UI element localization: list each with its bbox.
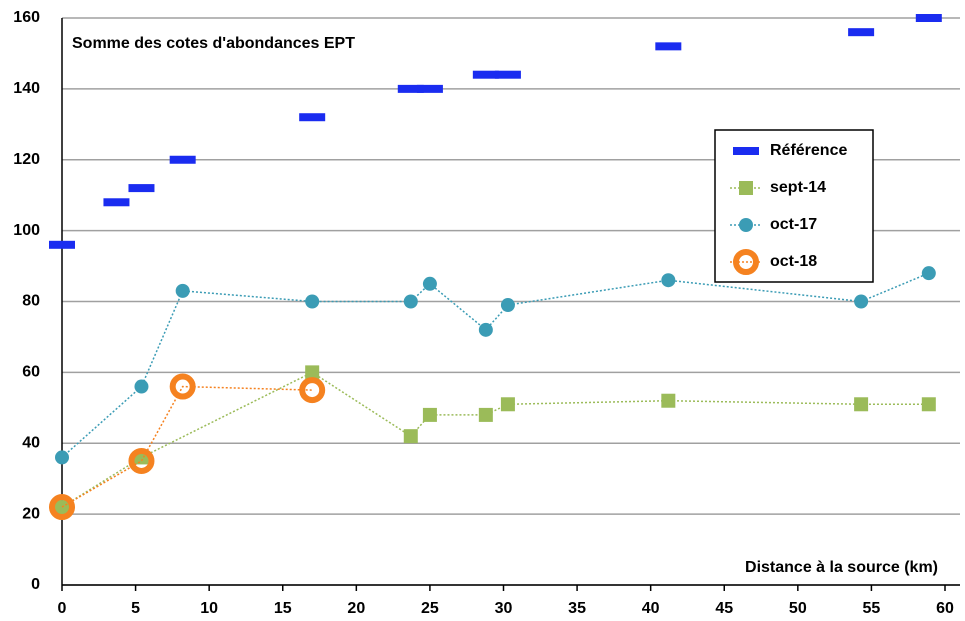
square-marker bbox=[921, 397, 936, 412]
dash-marker bbox=[494, 70, 521, 79]
y-tick-label: 40 bbox=[22, 434, 40, 451]
circle-marker bbox=[854, 294, 869, 309]
legend: Référence sept-14 oct-17 oct-18 bbox=[714, 129, 874, 283]
x-tick-label: 0 bbox=[58, 600, 67, 617]
x-axis-label: Distance à la source (km) bbox=[745, 559, 938, 576]
legend-label: oct-17 bbox=[770, 216, 817, 233]
circle-marker bbox=[134, 379, 149, 394]
legend-marker bbox=[733, 249, 759, 275]
square-marker bbox=[854, 397, 869, 412]
y-tick-label: 120 bbox=[13, 151, 40, 168]
y-tick-label: 140 bbox=[13, 80, 40, 97]
y-tick-label: 80 bbox=[22, 293, 40, 310]
circle-marker bbox=[921, 266, 936, 281]
x-tick-label: 50 bbox=[789, 600, 807, 617]
square-marker bbox=[305, 365, 320, 380]
x-tick-label: 15 bbox=[274, 600, 292, 617]
ring-marker bbox=[49, 494, 75, 521]
circle-marker bbox=[478, 322, 493, 337]
square-marker bbox=[403, 429, 418, 444]
y-tick-label: 60 bbox=[22, 364, 40, 381]
dash-marker bbox=[397, 84, 424, 93]
circle-marker bbox=[500, 298, 515, 313]
legend-label: sept-14 bbox=[770, 179, 826, 196]
x-tick-label: 20 bbox=[347, 600, 365, 617]
dash-marker bbox=[416, 84, 443, 93]
dash-marker bbox=[299, 113, 326, 122]
dash-marker bbox=[655, 42, 682, 51]
dash-marker bbox=[103, 198, 130, 207]
square-marker bbox=[478, 407, 493, 422]
legend-marker bbox=[739, 218, 753, 232]
x-tick-label: 35 bbox=[568, 600, 586, 617]
y-tick-label: 100 bbox=[13, 222, 40, 239]
x-tick-label: 5 bbox=[131, 600, 140, 617]
x-tick-label: 30 bbox=[495, 600, 513, 617]
x-tick-label: 60 bbox=[936, 600, 954, 617]
circle-marker bbox=[422, 276, 437, 291]
circle-marker bbox=[305, 294, 320, 309]
series-line bbox=[61, 385, 313, 508]
circle-marker bbox=[403, 294, 418, 309]
y-tick-label: 160 bbox=[13, 9, 40, 26]
x-tick-label: 40 bbox=[642, 600, 660, 617]
x-tick-label: 45 bbox=[715, 600, 733, 617]
ring-marker bbox=[299, 377, 326, 404]
circle-marker bbox=[661, 273, 676, 288]
legend-label: oct-18 bbox=[770, 253, 817, 270]
circle-marker bbox=[55, 450, 69, 465]
y-tick-label: 20 bbox=[22, 505, 40, 522]
legend-label: Référence bbox=[770, 142, 847, 159]
dash-marker bbox=[472, 70, 499, 79]
legend-marker bbox=[739, 181, 753, 195]
ring-marker bbox=[169, 373, 196, 400]
dash-marker bbox=[49, 240, 75, 249]
legend-marker bbox=[733, 147, 759, 155]
y-tick-label: 0 bbox=[31, 576, 40, 593]
series-line bbox=[61, 371, 929, 508]
x-tick-label: 25 bbox=[421, 600, 439, 617]
circle-marker bbox=[175, 283, 190, 298]
dash-marker bbox=[128, 184, 155, 193]
dash-marker bbox=[169, 155, 196, 164]
dash-marker bbox=[848, 28, 875, 37]
ring-marker bbox=[128, 447, 155, 474]
dash-marker bbox=[915, 14, 942, 22]
chart-title: Somme des cotes d'abondances EPT bbox=[72, 35, 355, 52]
square-marker bbox=[500, 397, 515, 412]
x-tick-label: 55 bbox=[863, 600, 881, 617]
x-tick-label: 10 bbox=[200, 600, 218, 617]
square-marker bbox=[422, 407, 437, 422]
square-marker bbox=[661, 393, 676, 408]
